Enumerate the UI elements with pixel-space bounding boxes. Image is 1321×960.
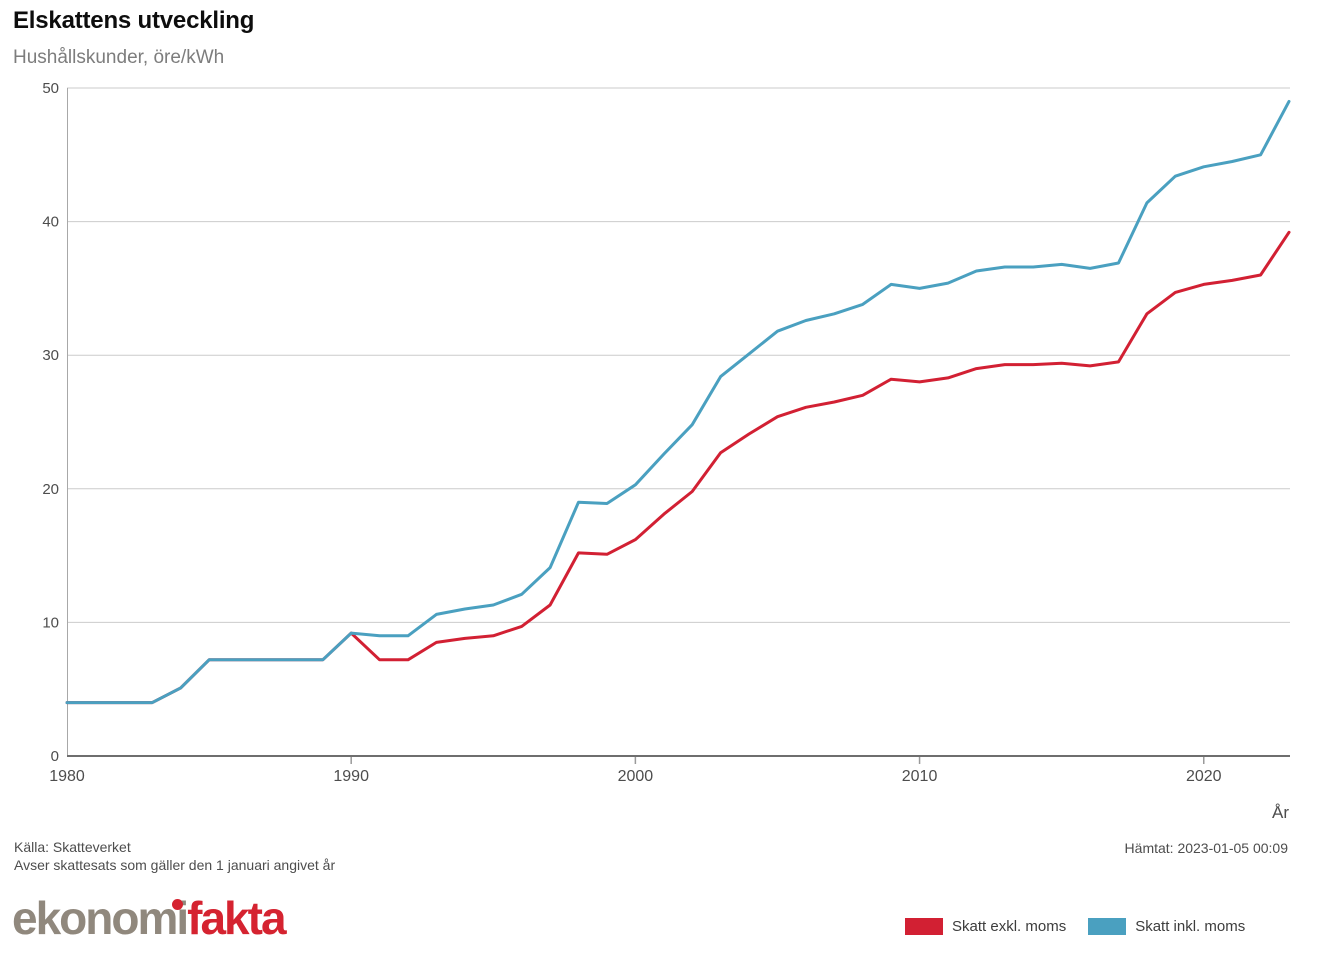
- y-tick-label-50: 50: [42, 80, 59, 97]
- y-tick-label-30: 30: [42, 347, 59, 364]
- source-line-1: Källa: Skatteverket: [14, 839, 131, 855]
- legend-swatch-exkl-moms: [905, 918, 943, 935]
- series-line-skatt-exkl-moms: [65, 230, 1291, 705]
- y-tick-label-20: 20: [42, 481, 59, 498]
- chart-legend: Skatt exkl. moms Skatt inkl. moms: [905, 918, 1245, 935]
- x-tick-label-2020: 2020: [1186, 768, 1222, 785]
- y-tick-label-0: 0: [51, 748, 59, 765]
- x-tick-label-1980: 1980: [49, 768, 85, 785]
- chart-canvas: 0 10 20 30 40 50 1980 1990 2000 2010 2020: [42, 80, 1291, 785]
- legend-label-inkl-moms: Skatt inkl. moms: [1135, 918, 1246, 935]
- legend-label-exkl-moms: Skatt exkl. moms: [952, 918, 1067, 935]
- x-axis-title: År: [1272, 803, 1289, 822]
- x-tick-label-1990: 1990: [333, 768, 369, 785]
- logo-i-dot: [172, 899, 183, 910]
- legend-swatch-inkl-moms: [1088, 918, 1127, 935]
- logo-text-fakta: fakta: [187, 892, 286, 944]
- retrieved-timestamp: Hämtat: 2023-01-05 00:09: [1124, 840, 1288, 856]
- y-tick-label-10: 10: [42, 614, 59, 631]
- x-tick-label-2000: 2000: [618, 768, 654, 785]
- series-line-skatt-inkl-moms: [65, 99, 1291, 705]
- y-tick-label-40: 40: [42, 214, 59, 231]
- x-tick-label-2010: 2010: [902, 768, 938, 785]
- ekonomifakta-logo: ekonomifakta: [12, 892, 287, 944]
- legend-item-exkl-moms: Skatt exkl. moms: [905, 918, 1066, 935]
- source-line-2: Avser skattesats som gäller den 1 januar…: [14, 857, 336, 873]
- source-note: Källa: Skatteverket Avser skattesats som…: [14, 838, 335, 874]
- legend-item-inkl-moms: Skatt inkl. moms: [1088, 918, 1245, 935]
- page-title: Elskattens utveckling: [13, 7, 255, 34]
- page-subtitle: Hushållskunder, öre/kWh: [13, 47, 225, 68]
- logo-text-ekonomi: ekonomi: [12, 892, 189, 944]
